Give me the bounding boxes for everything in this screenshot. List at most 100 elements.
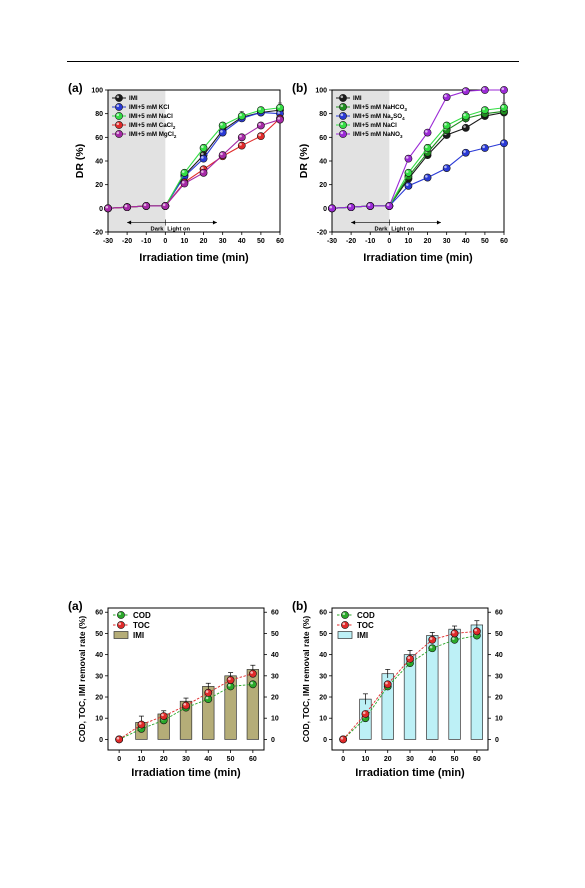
x-tick-label: 60 bbox=[473, 756, 481, 763]
data-point bbox=[442, 93, 451, 101]
legend-marker bbox=[117, 611, 125, 619]
removal-chart-a: 0 0 10 10 20 20 30 30 40 40 50 50 60 60 0 10 20 30 40 50 60 I… bbox=[68, 599, 279, 779]
data-point-shine bbox=[425, 130, 428, 133]
data-point bbox=[366, 202, 375, 210]
y-tick-label-right: 20 bbox=[271, 695, 279, 702]
legend-label: COD bbox=[357, 611, 375, 620]
y-tick-label-right: 0 bbox=[495, 737, 499, 744]
x-tick-label: 30 bbox=[219, 238, 227, 245]
annotation-light: Light on bbox=[391, 227, 414, 233]
x-tick-label: -30 bbox=[327, 238, 337, 245]
page-top-rule bbox=[67, 61, 519, 62]
data-point-shine bbox=[220, 130, 223, 133]
data-point-shine bbox=[201, 170, 204, 173]
data-point-shine bbox=[162, 203, 166, 207]
data-point-shine bbox=[340, 736, 344, 740]
x-axis-label: Irradiation time (min) bbox=[131, 767, 241, 779]
y-tick-label: 30 bbox=[95, 673, 103, 680]
data-point-shine bbox=[482, 145, 485, 149]
x-tick-label: 40 bbox=[204, 756, 212, 763]
x-tick-label: 40 bbox=[238, 238, 246, 245]
series-toc bbox=[339, 627, 481, 744]
panel-label: (b) bbox=[292, 81, 307, 95]
data-point bbox=[404, 181, 413, 190]
data-point bbox=[180, 179, 189, 188]
x-tick-label: 50 bbox=[481, 238, 489, 245]
data-point bbox=[237, 112, 246, 120]
x-tick-label: 60 bbox=[276, 238, 284, 245]
data-point bbox=[461, 87, 470, 96]
data-point bbox=[115, 735, 124, 744]
x-tick-label: 0 bbox=[341, 756, 345, 763]
x-tick-label: 60 bbox=[249, 756, 257, 763]
data-point-shine bbox=[463, 113, 466, 117]
data-point bbox=[442, 121, 451, 130]
bar-imi bbox=[246, 669, 260, 740]
data-point-shine bbox=[228, 683, 231, 687]
data-point-shine bbox=[444, 94, 447, 98]
data-point bbox=[428, 644, 437, 653]
legend-marker-shine bbox=[342, 612, 346, 616]
x-tick-label: 20 bbox=[200, 238, 208, 245]
data-point-shine bbox=[362, 711, 366, 715]
data-point bbox=[256, 121, 265, 130]
legend-marker-shine bbox=[340, 95, 344, 99]
legend-label: IMI+5 mM NaHCO3 bbox=[353, 104, 407, 112]
data-point bbox=[450, 629, 459, 638]
x-tick-label: -10 bbox=[365, 238, 375, 245]
data-point-shine bbox=[348, 204, 352, 208]
annotation-arrowhead-left bbox=[127, 220, 132, 225]
bar-imi bbox=[403, 654, 417, 740]
data-point bbox=[347, 203, 356, 212]
data-point bbox=[199, 144, 208, 152]
removal-chart-b: 0 0 10 10 20 20 30 30 40 40 50 50 60 60 0 10 20 30 40 50 60 I… bbox=[292, 599, 503, 779]
annotation-dark: Dark bbox=[151, 227, 165, 233]
data-point-shine bbox=[124, 204, 128, 208]
data-point-shine bbox=[161, 713, 164, 717]
x-tick-label: 20 bbox=[424, 238, 432, 245]
legend-marker-shine bbox=[342, 622, 346, 626]
data-point bbox=[480, 86, 489, 94]
data-point bbox=[226, 676, 235, 684]
data-point bbox=[142, 202, 151, 210]
legend-marker-shine bbox=[116, 104, 120, 108]
annotation-dark: Dark bbox=[375, 227, 389, 233]
data-point bbox=[123, 203, 132, 212]
data-point-shine bbox=[405, 183, 409, 186]
y-tick-label-right: 50 bbox=[271, 631, 279, 638]
x-tick-label: 10 bbox=[362, 756, 370, 763]
annotation-arrowhead-right bbox=[436, 220, 441, 225]
legend-marker-shine bbox=[116, 122, 120, 126]
data-point bbox=[461, 148, 470, 157]
legend-marker bbox=[115, 130, 123, 138]
data-point-shine bbox=[205, 696, 209, 700]
y-tick-label: -20 bbox=[317, 230, 327, 237]
data-point bbox=[480, 144, 489, 152]
data-point bbox=[237, 141, 246, 150]
y-tick-label-right: 10 bbox=[495, 716, 503, 723]
data-point-shine bbox=[386, 203, 390, 207]
series-line bbox=[107, 119, 281, 209]
legend-marker bbox=[339, 94, 347, 102]
panel-label: (a) bbox=[68, 599, 83, 613]
panel-label: (a) bbox=[68, 81, 83, 95]
y-tick-label: 0 bbox=[99, 206, 103, 213]
data-point bbox=[218, 151, 227, 159]
legend-label: IMI+5 mM NaCl bbox=[129, 113, 173, 120]
data-point-shine bbox=[116, 736, 120, 740]
x-tick-label: 60 bbox=[500, 238, 508, 245]
data-point-shine bbox=[474, 628, 477, 632]
data-point-shine bbox=[239, 143, 242, 146]
legend-label: IMI+5 mM CaCl2 bbox=[129, 122, 176, 130]
y-tick-label: 100 bbox=[315, 88, 327, 95]
legend-label: TOC bbox=[357, 621, 374, 630]
legend-marker-shine bbox=[340, 122, 344, 126]
legend-swatch bbox=[337, 631, 353, 639]
bar-imi bbox=[448, 628, 461, 740]
data-point bbox=[423, 128, 432, 137]
data-point bbox=[199, 154, 208, 163]
data-point-shine bbox=[501, 105, 505, 108]
x-tick-label: 50 bbox=[227, 756, 235, 763]
y-tick-label: 60 bbox=[95, 135, 103, 142]
data-point-shine bbox=[258, 133, 261, 137]
